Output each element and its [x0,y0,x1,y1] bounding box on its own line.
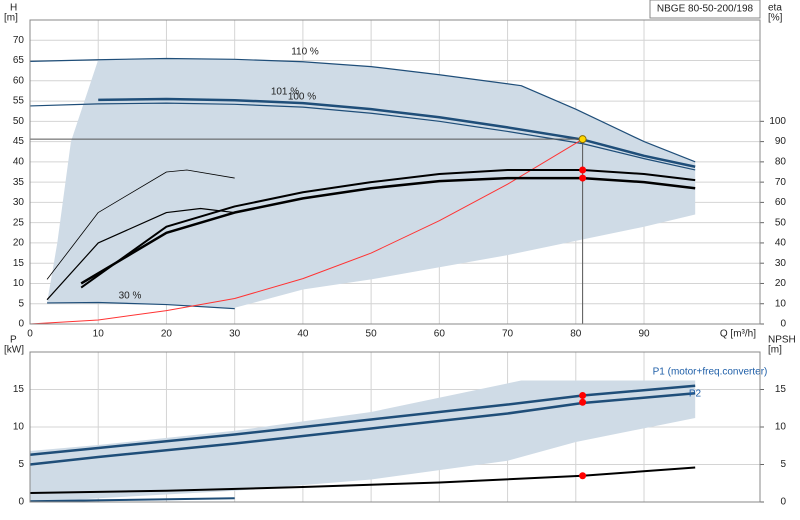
y-axis-label: H [10,3,17,14]
curve [29,138,583,325]
y2-tick-label: 5 [780,459,786,470]
x-axis-label: Q [m³/h] [720,329,756,340]
curve [29,57,696,163]
y2-tick-label: 20 [775,278,787,289]
y-tick-label: 65 [13,55,25,66]
point-marker [579,398,587,406]
curve-label: 101 % [271,87,299,98]
point-marker [579,166,587,174]
y-axis-label: P [10,335,17,346]
x-tick-label: 70 [502,329,514,340]
point-marker [579,174,587,182]
y-tick-label: 25 [13,217,25,228]
curve [80,168,696,289]
y-axis-unit: [kW] [4,345,24,356]
curve [29,497,235,503]
y-tick-label: 55 [13,96,25,107]
y-tick-label: 15 [13,258,25,269]
y-tick-label: 30 [13,197,25,208]
curve [46,169,235,280]
curve [29,466,696,494]
x-tick-label: 30 [229,329,241,340]
y-tick-label: 50 [13,116,25,127]
curve [46,207,235,301]
chart-title: NBGE 80-50-200/198 [657,4,754,15]
y2-tick-label: 90 [775,136,787,147]
curve-label: 110 % [291,47,319,58]
y2-tick-label: 100 [769,116,786,127]
x-tick-label: 10 [93,329,105,340]
y-tick-label: 10 [13,278,25,289]
y-tick-label: 5 [18,459,24,470]
y2-tick-label: 60 [775,197,787,208]
y-tick-label: 0 [18,497,24,508]
point-marker [579,472,587,480]
y2-tick-label: 0 [780,497,786,508]
y-tick-label: 35 [13,177,25,188]
y-tick-label: 5 [18,298,24,309]
curve-label: P2 [689,389,702,400]
curve [47,301,235,310]
y2-axis-unit: [m] [768,345,782,356]
curve [98,97,696,168]
curve [80,176,696,285]
y2-tick-label: 0 [780,319,786,330]
y-tick-label: 45 [13,136,25,147]
plot-frame [29,19,761,325]
y-tick-label: 0 [18,319,24,330]
y2-tick-label: 40 [775,238,787,249]
x-tick-label: 60 [434,329,446,340]
point-marker [578,135,587,144]
x-tick-label: 40 [297,329,309,340]
plots: 0 10 20 30 40 50 60 70 80 90051015202530354045505… [4,0,796,508]
y2-axis-unit: [%] [768,13,783,24]
y-tick-label: 40 [13,157,25,168]
y2-tick-label: 10 [775,422,787,433]
x-tick-label: 50 [366,329,378,340]
point-marker [579,392,587,399]
y-axis-unit: [m] [4,13,18,24]
y-tick-label: 20 [13,238,25,249]
x-tick-label: 0 [27,329,33,340]
y2-tick-label: 70 [775,177,787,188]
y2-tick-label: 80 [775,157,787,168]
y2-tick-label: 10 [775,298,787,309]
y2-tick-label: 15 [775,384,787,395]
x-tick-label: 90 [638,329,650,340]
y2-tick-label: 50 [775,217,787,228]
curve-label: 30 % [119,291,142,302]
x-tick-label: 20 [161,329,173,340]
x-tick-label: 80 [570,329,582,340]
y-tick-label: 10 [13,422,25,433]
y-tick-label: 70 [13,35,25,46]
y-tick-label: 60 [13,75,25,86]
curve-label: 100 % [288,92,316,103]
curve-label: P1 (motor+freq.converter) [653,367,768,378]
y2-tick-label: 30 [775,258,787,269]
y-tick-label: 15 [13,384,25,395]
title-box [649,0,761,19]
curve [29,102,696,171]
y2-axis-label: NPSH [768,335,796,346]
y2-axis-label: eta [768,3,782,14]
plot-frame [29,351,761,503]
